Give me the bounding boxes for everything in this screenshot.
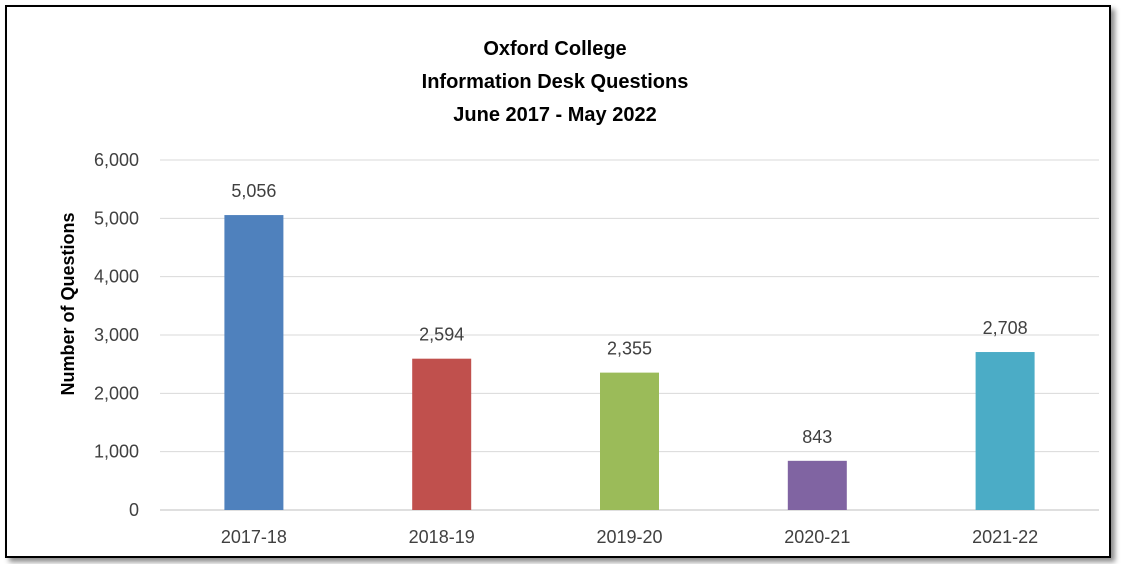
chart-title-line-1: Oxford College [483, 38, 626, 60]
data-label: 2,708 [983, 318, 1028, 338]
y-tick-label: 6,000 [94, 150, 139, 170]
bar [787, 460, 847, 510]
chart-frame: Oxford College Information Desk Question… [5, 5, 1111, 558]
bar [224, 215, 284, 511]
data-label: 5,056 [231, 181, 276, 201]
chart-title-line-3: June 2017 - May 2022 [453, 104, 656, 126]
y-tick-label: 5,000 [94, 208, 139, 228]
x-tick-label: 2018-19 [409, 527, 475, 547]
y-tick-label: 2,000 [94, 383, 139, 403]
data-label: 2,594 [419, 325, 464, 345]
y-tick-label: 1,000 [94, 442, 139, 462]
y-tick-label: 3,000 [94, 325, 139, 345]
x-tick-label: 2020-21 [784, 527, 850, 547]
x-tick-label: 2017-18 [221, 527, 287, 547]
y-tick-label: 0 [129, 500, 139, 520]
bar [600, 372, 659, 510]
bar [975, 352, 1035, 510]
x-axis-ticks: 2017-18 2018-19 2019-20 2020-21 2021-22 [221, 527, 1038, 547]
x-tick-label: 2021-22 [972, 527, 1038, 547]
y-axis-ticks: 0 1,000 2,000 3,000 4,000 5,000 6,000 [94, 150, 139, 520]
data-labels: 5,056 2,594 2,355 843 2,708 [231, 181, 1027, 447]
data-label: 2,355 [607, 339, 652, 359]
x-tick-label: 2019-20 [596, 527, 662, 547]
bar [412, 358, 472, 510]
y-tick-label: 4,000 [94, 267, 139, 287]
y-axis-title: Number of Questions [58, 212, 78, 395]
chart-title-line-2: Information Desk Questions [422, 71, 689, 93]
bars [224, 215, 1035, 511]
bar-chart: Oxford College Information Desk Question… [58, 38, 1099, 547]
data-label: 843 [802, 427, 832, 447]
